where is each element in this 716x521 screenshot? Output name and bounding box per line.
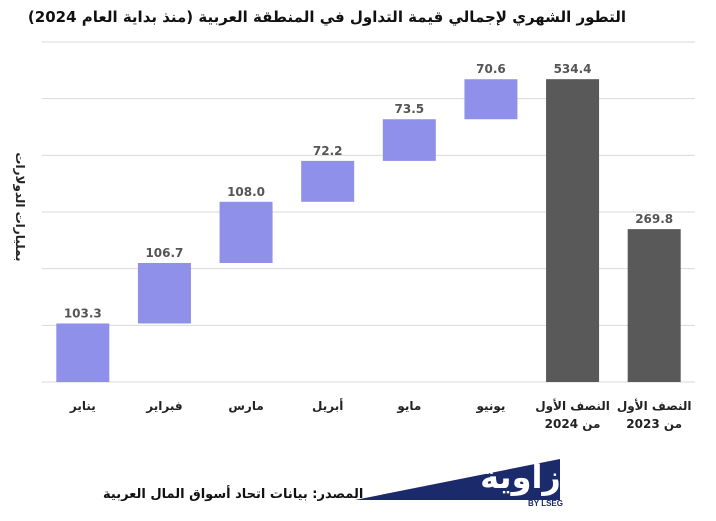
bar-5 — [382, 119, 436, 161]
value-label-7: 534.4 — [554, 62, 592, 76]
x-tick-label-7: من 2024 — [545, 417, 601, 431]
zawya-logo: زاوية BY LSEG — [478, 457, 568, 513]
value-labels: 103.3 106.7 108.0 72.2 73.5 70.6 534.4 269.8 — [64, 62, 673, 320]
x-tick-labels: يناير فبراير مارس أبريل مايو يونيو النصف الأول… — [69, 398, 692, 431]
bar-2 — [137, 263, 191, 324]
x-tick-label-7: النصف الأول — [535, 398, 610, 414]
x-tick-label-2: فبراير — [145, 399, 182, 413]
bar-4 — [301, 160, 355, 202]
value-label-6: 70.6 — [476, 62, 506, 76]
footer-banner — [355, 459, 560, 500]
x-tick-label-3: مارس — [228, 399, 263, 413]
brand-banner-shape — [355, 459, 560, 500]
bars — [56, 79, 681, 382]
logo-subtitle: BY LSEG — [528, 499, 563, 508]
x-tick-label-8: من 2023 — [626, 417, 682, 431]
waterfall-chart: 103.3 106.7 108.0 72.2 73.5 70.6 534.4 269.8 ين… — [42, 41, 695, 431]
x-tick-label-8: النصف الأول — [617, 398, 692, 414]
bar-6 — [464, 79, 518, 120]
value-label-8: 269.8 — [635, 212, 673, 226]
x-tick-label-6: يونيو — [475, 399, 505, 414]
x-tick-label-1: يناير — [69, 399, 96, 413]
chart-title: التطور الشهري لإجمالي قيمة التداول في ال… — [27, 8, 626, 26]
x-tick-label-4: أبريل — [312, 398, 343, 413]
value-label-5: 73.5 — [395, 102, 425, 116]
source-note: المصدر: بيانات اتحاد أسواق المال العربية — [103, 487, 364, 502]
value-label-2: 106.7 — [145, 246, 183, 260]
logo-wordmark: زاوية — [480, 458, 561, 496]
value-label-4: 72.2 — [313, 144, 343, 158]
bar-8 — [627, 229, 681, 382]
value-label-1: 103.3 — [64, 306, 102, 320]
bar-1 — [56, 323, 110, 382]
x-tick-label-5: مايو — [396, 399, 421, 414]
bar-7 — [546, 79, 600, 382]
value-label-3: 108.0 — [227, 185, 265, 199]
bar-3 — [219, 201, 273, 263]
